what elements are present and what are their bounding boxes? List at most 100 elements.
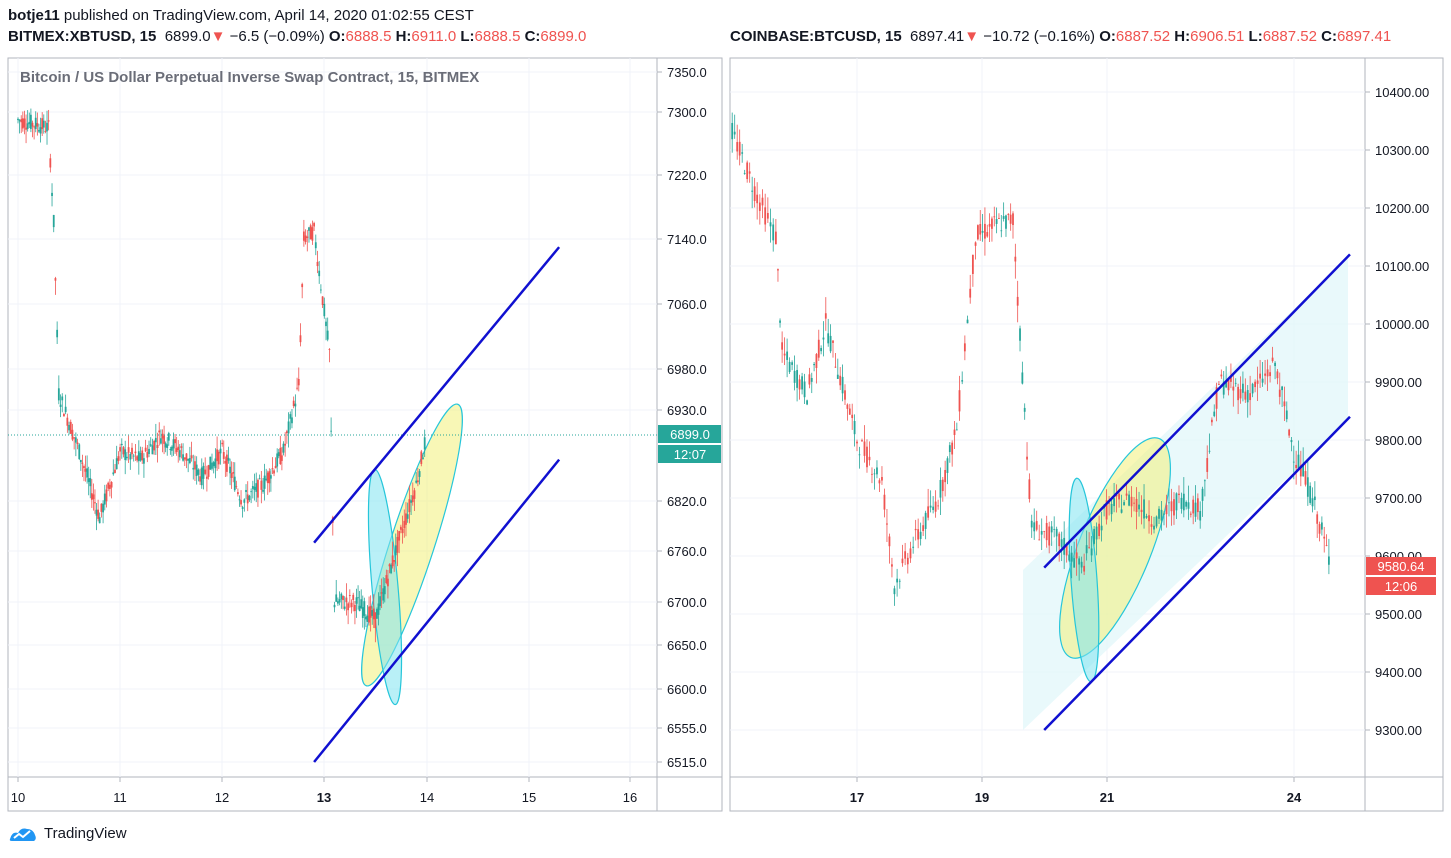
right-price-badge-bg: [1366, 557, 1436, 575]
publisher-name[interactable]: botje11: [8, 7, 60, 24]
left-candle-body: [79, 460, 82, 463]
right-candle-body: [1028, 479, 1031, 499]
left-change: −6.5 (−0.09%): [229, 28, 325, 45]
left-candle-body: [372, 608, 375, 620]
left-candle-body: [306, 236, 309, 238]
right-candle-body: [1165, 504, 1168, 515]
right-candle-body: [1246, 390, 1249, 403]
left-candle-body: [134, 451, 137, 454]
right-candle-body: [1133, 502, 1135, 504]
left-candle-body: [102, 503, 104, 513]
right-candle-body: [1138, 504, 1140, 510]
right-candle-body: [848, 408, 851, 415]
right-candle-body: [1158, 508, 1160, 519]
left-candle-body: [235, 486, 238, 488]
right-candle-body: [1297, 454, 1300, 469]
left-candle-body: [321, 296, 324, 305]
right-candle-body: [856, 441, 858, 444]
right-chart-pane[interactable]: 10400.00 10300.00 10200.00 10100.00 10000.00…: [729, 57, 1444, 812]
left-candle-body: [52, 214, 55, 228]
left-candle-body: [398, 531, 401, 541]
left-candle-body: [287, 421, 290, 434]
tradingview-footer[interactable]: TradingView: [8, 823, 127, 843]
right-candle-body: [896, 578, 899, 583]
left-candle-body: [415, 480, 418, 483]
left-highlight-ellipses[interactable]: [345, 397, 478, 706]
left-trend-channel[interactable]: [313, 246, 561, 763]
right-candle-body: [979, 224, 982, 235]
left-candle-body: [418, 471, 421, 477]
right-candle-body: [1194, 502, 1197, 517]
right-candle-body: [1095, 526, 1098, 540]
right-channel-line-upper[interactable]: [1043, 253, 1351, 569]
left-candle-body: [202, 465, 205, 479]
right-close: 6897.41: [1336, 28, 1392, 45]
right-candle-body: [927, 506, 930, 518]
left-channel-line-lower[interactable]: [313, 458, 561, 763]
right-candle-body: [924, 512, 927, 529]
right-open: 6887.52: [1115, 28, 1171, 45]
left-candle-body: [46, 122, 48, 132]
left-candle-body: [68, 425, 70, 431]
right-candle-body: [1309, 485, 1312, 503]
left-price-axis[interactable]: 7350.0 7300.0 7220.0 7140.0 7060.0 6980.0 6930…: [657, 65, 707, 770]
right-candle-body: [1108, 502, 1110, 504]
left-candle-body: [119, 447, 121, 452]
left-candle-body: [403, 520, 406, 529]
left-candle-body: [273, 470, 275, 474]
publish-header: botje11 published on TradingView.com, Ap…: [8, 5, 474, 27]
right-symbol[interactable]: COINBASE:BTCUSD, 15: [730, 28, 902, 45]
right-candle-body: [1269, 372, 1271, 377]
right-candle-body: [1118, 493, 1120, 500]
right-candle-body: [793, 370, 796, 383]
right-candle-body: [934, 501, 937, 512]
left-candle-body: [167, 433, 170, 441]
left-candle-body: [94, 502, 96, 504]
left-candle-body: [374, 612, 377, 629]
left-xtick-label: 11: [113, 790, 127, 805]
right-candle-body: [796, 370, 798, 388]
right-candle-body: [898, 580, 901, 582]
right-candle-body: [1288, 429, 1291, 436]
left-channel-line-upper[interactable]: [313, 246, 561, 544]
right-price-axis[interactable]: 10400.00 10300.00 10200.00 10100.00 10000.00…: [1365, 85, 1429, 738]
left-grid: [8, 58, 657, 777]
right-channel-line-lower[interactable]: [1043, 415, 1351, 731]
right-candle-body: [1271, 357, 1274, 362]
right-candle-body: [827, 333, 830, 344]
left-candle-body: [394, 545, 397, 556]
left-candle-body: [423, 437, 426, 450]
right-candle-body: [883, 494, 886, 510]
left-candle-body: [194, 461, 196, 470]
left-candle-body: [257, 479, 259, 498]
right-candle-body: [1251, 383, 1254, 394]
left-candle-body: [61, 396, 64, 401]
right-candle-body: [839, 375, 842, 386]
right-candle-body: [1007, 213, 1010, 215]
right-candle-body: [1070, 552, 1073, 562]
right-candles: [731, 112, 1330, 606]
right-highlight-ellipses[interactable]: [1037, 425, 1192, 683]
left-ytick-label: 6555.0: [667, 721, 707, 736]
left-yellow-ellipse[interactable]: [345, 397, 478, 692]
left-candle-body: [107, 482, 110, 489]
left-time-axis[interactable]: 10 11 12 13 14 15 16: [11, 777, 637, 805]
right-candle-body: [981, 230, 984, 233]
left-candle-body: [47, 120, 50, 122]
right-trend-channel[interactable]: [1043, 253, 1351, 731]
left-candle-body: [63, 413, 65, 417]
right-time-axis[interactable]: 17 19 21 24: [850, 777, 1302, 805]
left-candle-body: [51, 192, 53, 197]
left-xtick-label: 15: [522, 790, 536, 805]
right-candle-body: [868, 456, 871, 461]
left-symbol[interactable]: BITMEX:XBTUSD, 15: [8, 28, 157, 45]
right-candle-body: [1135, 498, 1138, 512]
right-candle-body: [1325, 545, 1328, 546]
right-candle-body: [1203, 480, 1206, 482]
left-chart-pane[interactable]: Bitcoin / US Dollar Perpetual Inverse Sw…: [7, 57, 723, 812]
left-candle-body: [199, 476, 201, 482]
left-candle-body: [274, 465, 277, 469]
right-candle-body: [1254, 381, 1257, 388]
right-candle-body: [914, 528, 917, 531]
